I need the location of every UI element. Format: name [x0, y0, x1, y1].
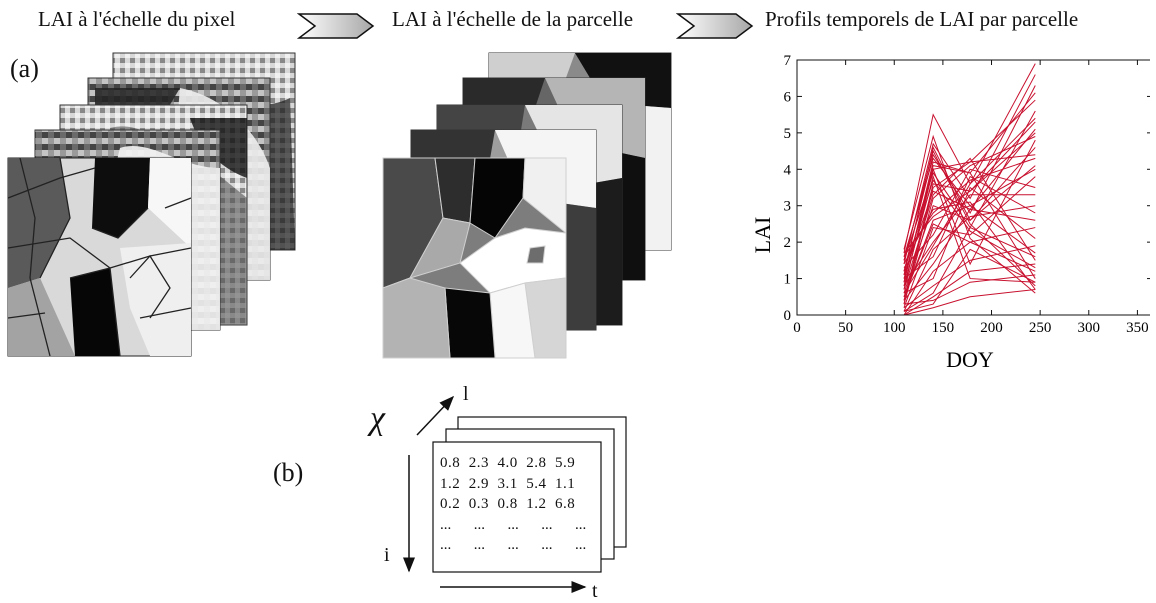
chevron-arrow-icon: [676, 13, 754, 39]
series-line-31: [903, 157, 1036, 290]
l-axis-label: l: [463, 383, 469, 405]
i-axis-label: i: [384, 544, 390, 566]
panel-a-label: (a): [10, 54, 39, 83]
y-axis-title: LAI: [750, 217, 775, 254]
series-line-34: [903, 157, 1036, 257]
series-line-18: [903, 208, 1036, 301]
y-tick-label: 1: [784, 272, 792, 288]
series-line-24: [903, 274, 1036, 305]
series-line-35: [903, 174, 1036, 286]
y-tick-label: 7: [784, 53, 792, 69]
parcel-lai-image-stack: [382, 52, 672, 359]
series-line-1: [903, 63, 1036, 254]
header-step-1: LAI à l'échelle du pixel: [38, 7, 236, 31]
image-layer-1-front: [382, 157, 567, 359]
header-step-2: LAI à l'échelle de la parcelle: [392, 7, 634, 31]
x-tick-label: 200: [980, 320, 1003, 336]
x-tick-label: 300: [1078, 320, 1101, 336]
matrix-row: 0.8 2.3 4.0 2.8 5.9: [440, 455, 576, 471]
chart-series-group: [903, 63, 1036, 316]
pixel-lai-image-stack: [7, 52, 296, 357]
y-tick-label: 0: [784, 308, 792, 324]
chi-symbol: χ: [370, 400, 385, 437]
series-line-26: [903, 289, 1036, 316]
matrix-sheet-1-front: [432, 441, 602, 573]
y-tick-label: 3: [784, 199, 792, 215]
image-layer-1-front: [7, 157, 192, 357]
panel-b-label: (b): [273, 458, 304, 487]
matrix-row: ... ... ... ... ...: [440, 516, 587, 533]
series-line-14: [903, 168, 1036, 268]
x-axis-title: DOY: [946, 347, 994, 372]
matrix-values: 0.8 2.3 4.0 2.8 5.9 1.2 2.9 3.1 5.4 1.1 …: [440, 453, 586, 556]
series-line-19: [903, 227, 1036, 316]
matrix-row: ... ... ... ... ...: [440, 537, 587, 553]
plot-frame: [796, 59, 1150, 316]
x-tick-label: 0: [793, 320, 801, 336]
series-line-23: [903, 263, 1036, 316]
chevron-arrow-icon: [297, 13, 375, 39]
series-line-37: [903, 154, 1036, 305]
y-tick-label: 4: [784, 162, 792, 178]
series-line-28: [903, 149, 1036, 287]
x-tick-label: 250: [1029, 320, 1052, 336]
series-line-21: [903, 245, 1036, 309]
x-tick-label: 50: [838, 320, 853, 336]
series-line-12: [903, 168, 1036, 297]
y-tick-label: 2: [784, 235, 792, 251]
series-line-32: [903, 201, 1036, 290]
matrix-row: 1.2 2.9 3.1 5.4 1.1: [440, 475, 576, 492]
lai-temporal-profile-chart: 0 50 100 150 200 250 300 350 0 1 2 3 4 5 6 7 LAI DOY: [750, 53, 1150, 372]
l-axis-arrow: [416, 395, 455, 436]
matrix-row: 0.2 0.3 0.8 1.2 6.8: [440, 496, 576, 512]
y-tick-label: 5: [784, 126, 792, 142]
data-cube-diagram: [403, 395, 627, 593]
series-line-36: [903, 145, 1036, 276]
x-tick-label: 100: [883, 320, 906, 336]
x-tick-label: 350: [1126, 320, 1149, 336]
t-axis-label: t: [592, 580, 598, 602]
series-line-33: [903, 223, 1036, 297]
series-line-40: [903, 139, 1036, 279]
y-tick-label: 6: [784, 89, 792, 105]
series-line-39: [903, 117, 1036, 294]
chart-ticks-group: 0 50 100 150 200 250 300 350 0 1 2 3 4 5 6 7: [784, 53, 1150, 336]
header-step-3: Profils temporels de LAI par parcelle: [765, 7, 1079, 31]
x-tick-label: 150: [932, 320, 955, 336]
series-line-38: [903, 132, 1036, 254]
